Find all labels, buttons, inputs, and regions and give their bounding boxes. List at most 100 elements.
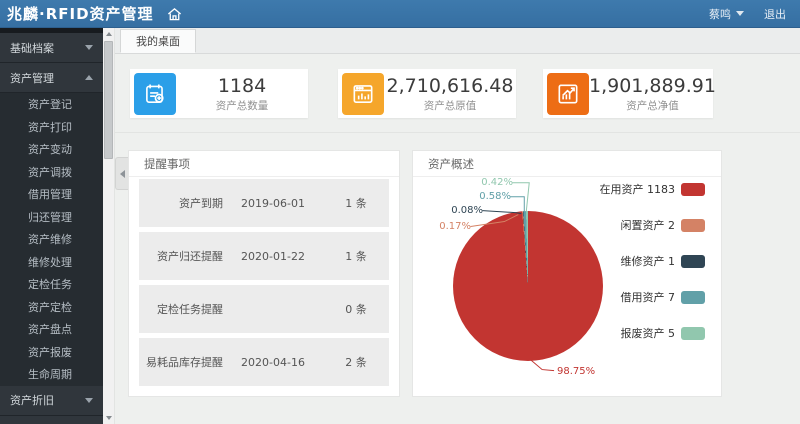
pie-percent-label: 0.08% — [451, 205, 483, 216]
legend-label: 在用资产 1183 — [599, 183, 676, 196]
sidebar-submenu-item-label: 资产调拨 — [28, 165, 72, 179]
sidebar-submenu-item[interactable]: 资产变动 — [0, 138, 103, 161]
sidebar-submenu-item[interactable]: 生命周期 — [0, 363, 103, 386]
sidebar-submenu-item[interactable]: 归还管理 — [0, 206, 103, 229]
sidebar-group-asset-reports[interactable]: 资产报表 — [0, 415, 103, 424]
reminders-list: 资产到期 2019-06-01 1 条 资产归还提醒 2020-01-22 1 … — [129, 177, 399, 386]
reminder-name: 资产归还提醒 — [157, 250, 223, 263]
panel-collapse-button[interactable] — [115, 157, 128, 190]
sidebar-group-asset-management[interactable]: 资产管理 — [0, 63, 103, 93]
divider — [115, 132, 800, 133]
reminder-date: 2020-04-16 — [241, 355, 305, 369]
reminder-name: 资产到期 — [179, 197, 223, 210]
scroll-up-icon — [105, 32, 112, 36]
sidebar-submenu-item-label: 资产报废 — [28, 345, 72, 359]
sidebar-submenu-item[interactable]: 资产调拨 — [0, 161, 103, 184]
sidebar-group-label: 基础档案 — [10, 41, 54, 55]
sidebar-submenu-item-label: 定检任务 — [28, 278, 72, 292]
logout-button[interactable]: 退出 — [764, 7, 786, 21]
legend-swatch-icon — [681, 254, 705, 268]
chevron-down-icon — [85, 45, 93, 50]
reminder-count: 0 条 — [345, 303, 367, 316]
reminder-count: 1 条 — [345, 197, 367, 210]
legend-item[interactable]: 闲置资产 2 — [621, 217, 705, 233]
legend-item[interactable]: 在用资产 1183 — [599, 181, 705, 197]
scroll-down-icon — [105, 416, 112, 420]
chevron-down-icon — [85, 397, 93, 403]
sidebar-submenu-item[interactable]: 资产报废 — [0, 341, 103, 364]
sidebar-submenu: 资产登记 资产打印 资产变动 资产调拨 借用管理 — [0, 93, 103, 386]
scrollbar-thumb[interactable] — [104, 41, 113, 159]
tab-bar: 我的桌面 — [115, 28, 800, 54]
reminder-row[interactable]: 资产归还提醒 2020-01-22 1 条 — [139, 232, 389, 280]
legend-item[interactable]: 报废资产 5 — [620, 325, 705, 341]
home-icon[interactable] — [166, 6, 183, 22]
sidebar-group-label: 资产管理 — [10, 71, 54, 85]
chevron-up-icon — [85, 75, 93, 80]
sidebar-submenu-item[interactable]: 借用管理 — [0, 183, 103, 206]
sidebar-group-basic-archives[interactable]: 基础档案 — [0, 33, 103, 63]
stat-value: 2,710,616.48 — [386, 74, 514, 97]
sidebar: 基础档案 资产管理 资产登记 资产打印 资产变动 — [0, 28, 103, 424]
pie-chart-area: 98.75% 0.17% 0.08% 0.58% 0.42% 在用资产 1183… — [413, 151, 721, 396]
sidebar-submenu-item-label: 资产盘点 — [28, 323, 72, 337]
sidebar-submenu-item[interactable]: 资产维修 — [0, 228, 103, 251]
tab-my-desktop[interactable]: 我的桌面 — [120, 29, 196, 53]
sidebar-submenu-item-label: 资产定检 — [28, 300, 72, 314]
chevron-down-icon — [736, 11, 744, 16]
reminder-count: 2 条 — [345, 356, 367, 369]
stat-value: 1184 — [217, 74, 267, 97]
reminder-date: 2019-06-01 — [241, 196, 305, 210]
reminder-name: 易耗品库存提醒 — [146, 356, 223, 369]
main-content: 我的桌面 1184 资产总数量 — [115, 28, 800, 424]
legend-swatch-icon — [681, 326, 705, 340]
sidebar-submenu-item-label: 生命周期 — [28, 368, 72, 382]
chevron-left-icon — [119, 169, 125, 178]
app-title: 兆麟·RFID资产管理 — [7, 5, 154, 23]
pie-percent-label: 0.42% — [481, 177, 513, 188]
legend-label: 报废资产 5 — [620, 327, 676, 340]
pie-legend: 在用资产 1183 闲置资产 2 维修资产 1 — [599, 181, 705, 361]
sidebar-scrollbar — [103, 28, 115, 424]
legend-label: 借用资产 7 — [620, 291, 676, 304]
stat-card-total-count: 1184 资产总数量 — [130, 69, 308, 118]
legend-item[interactable]: 维修资产 1 — [620, 253, 705, 269]
sidebar-group-asset-depreciation[interactable]: 资产折旧 — [0, 385, 103, 416]
reminder-date: 2020-01-22 — [241, 249, 305, 263]
sidebar-submenu-item[interactable]: 资产盘点 — [0, 318, 103, 341]
pie-percent-label: 0.58% — [479, 191, 511, 202]
legend-swatch-icon — [681, 290, 705, 304]
sidebar-submenu-item[interactable]: 资产登记 — [0, 93, 103, 116]
reminder-row[interactable]: 易耗品库存提醒 2020-04-16 2 条 — [139, 338, 389, 386]
window-bars-icon — [342, 72, 384, 115]
stat-card-total-net-value: 1,901,889.91 资产总净值 — [543, 69, 716, 118]
asset-overview-title: 资产概述 — [413, 151, 721, 177]
reminder-row[interactable]: 定检任务提醒 0 条 — [139, 285, 389, 333]
sidebar-top-strip — [0, 28, 103, 33]
legend-item[interactable]: 借用资产 7 — [620, 289, 705, 305]
reminders-panel: 提醒事项 资产到期 2019-06-01 1 条 资产归还提醒 2020-01-… — [128, 150, 400, 397]
sidebar-submenu-item-label: 资产登记 — [28, 98, 72, 112]
sidebar-submenu-item[interactable]: 定检任务 — [0, 273, 103, 296]
pie-chart[interactable] — [453, 211, 603, 361]
stat-label: 资产总原值 — [423, 99, 477, 112]
asset-overview-panel: 资产概述 98.75% 0.17% 0.08% 0.58% 0.42% — [412, 150, 722, 397]
stat-label: 资产总净值 — [626, 99, 679, 112]
user-name: 蔡鸣 — [709, 7, 731, 21]
reminder-count: 1 条 — [345, 250, 367, 263]
top-header: 兆麟·RFID资产管理 蔡鸣 退出 — [0, 0, 800, 28]
legend-label: 维修资产 1 — [620, 255, 676, 268]
stat-card-total-original-value: 2,710,616.48 资产总原值 — [338, 69, 516, 118]
sidebar-group-label: 资产折旧 — [10, 394, 54, 407]
sidebar-submenu-item[interactable]: 维修处理 — [0, 251, 103, 274]
scrollbar-down-button[interactable] — [103, 412, 114, 424]
reminder-name: 定检任务提醒 — [157, 303, 223, 316]
scrollbar-up-button[interactable] — [103, 28, 114, 40]
sidebar-submenu-item[interactable]: 资产定检 — [0, 296, 103, 319]
user-menu[interactable]: 蔡鸣 — [709, 6, 744, 22]
sidebar-submenu-item[interactable]: 资产打印 — [0, 116, 103, 139]
reminder-row[interactable]: 资产到期 2019-06-01 1 条 — [139, 179, 389, 227]
pie-percent-label: 0.17% — [439, 221, 471, 232]
sidebar-submenu-item-label: 归还管理 — [28, 210, 72, 224]
